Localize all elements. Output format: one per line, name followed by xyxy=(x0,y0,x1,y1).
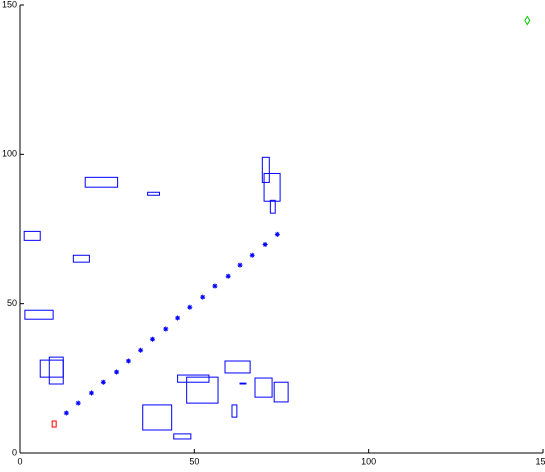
x-tick-label: 150 xyxy=(535,456,545,466)
obstacle xyxy=(263,172,281,202)
path-point xyxy=(249,252,255,258)
obstacle xyxy=(186,376,219,404)
path-point xyxy=(187,304,193,310)
obstacle xyxy=(24,309,54,320)
obstacle xyxy=(273,381,289,403)
obstacle xyxy=(231,404,238,418)
path-point xyxy=(163,326,169,332)
obstacle xyxy=(72,254,90,263)
obstacle xyxy=(239,382,247,385)
path-point xyxy=(175,315,181,321)
path-point xyxy=(200,294,206,300)
obstacle xyxy=(173,433,192,440)
x-tick-label: 100 xyxy=(361,456,376,466)
path-point xyxy=(63,410,69,416)
x-tick-label: 0 xyxy=(17,456,22,466)
path-point xyxy=(237,262,243,268)
y-tick-label: 100 xyxy=(2,149,17,159)
path-point xyxy=(149,336,155,342)
obstacle xyxy=(261,156,270,183)
obstacle xyxy=(23,230,41,241)
y-tick-label: 0 xyxy=(12,447,17,457)
path-point xyxy=(262,242,268,248)
obstacle xyxy=(177,374,210,383)
x-tick-label: 50 xyxy=(189,456,199,466)
obstacle xyxy=(254,377,273,398)
obstacle xyxy=(84,176,119,188)
start-point xyxy=(51,420,57,428)
path-point xyxy=(225,273,231,279)
obstacle xyxy=(269,199,276,214)
path-point xyxy=(138,347,144,353)
goal-point xyxy=(524,15,531,26)
path-point xyxy=(75,400,81,406)
path-point xyxy=(88,390,94,396)
path-point xyxy=(100,379,106,385)
obstacle xyxy=(48,356,64,385)
y-tick-label: 150 xyxy=(2,0,17,9)
path-point xyxy=(114,369,120,375)
y-tick-label: 50 xyxy=(7,298,17,308)
obstacle xyxy=(147,191,160,196)
obstacle xyxy=(142,404,173,431)
path-point xyxy=(274,231,280,237)
obstacle xyxy=(224,360,251,374)
path-point xyxy=(125,358,131,364)
obstacle xyxy=(39,359,64,378)
path-point xyxy=(212,283,218,289)
